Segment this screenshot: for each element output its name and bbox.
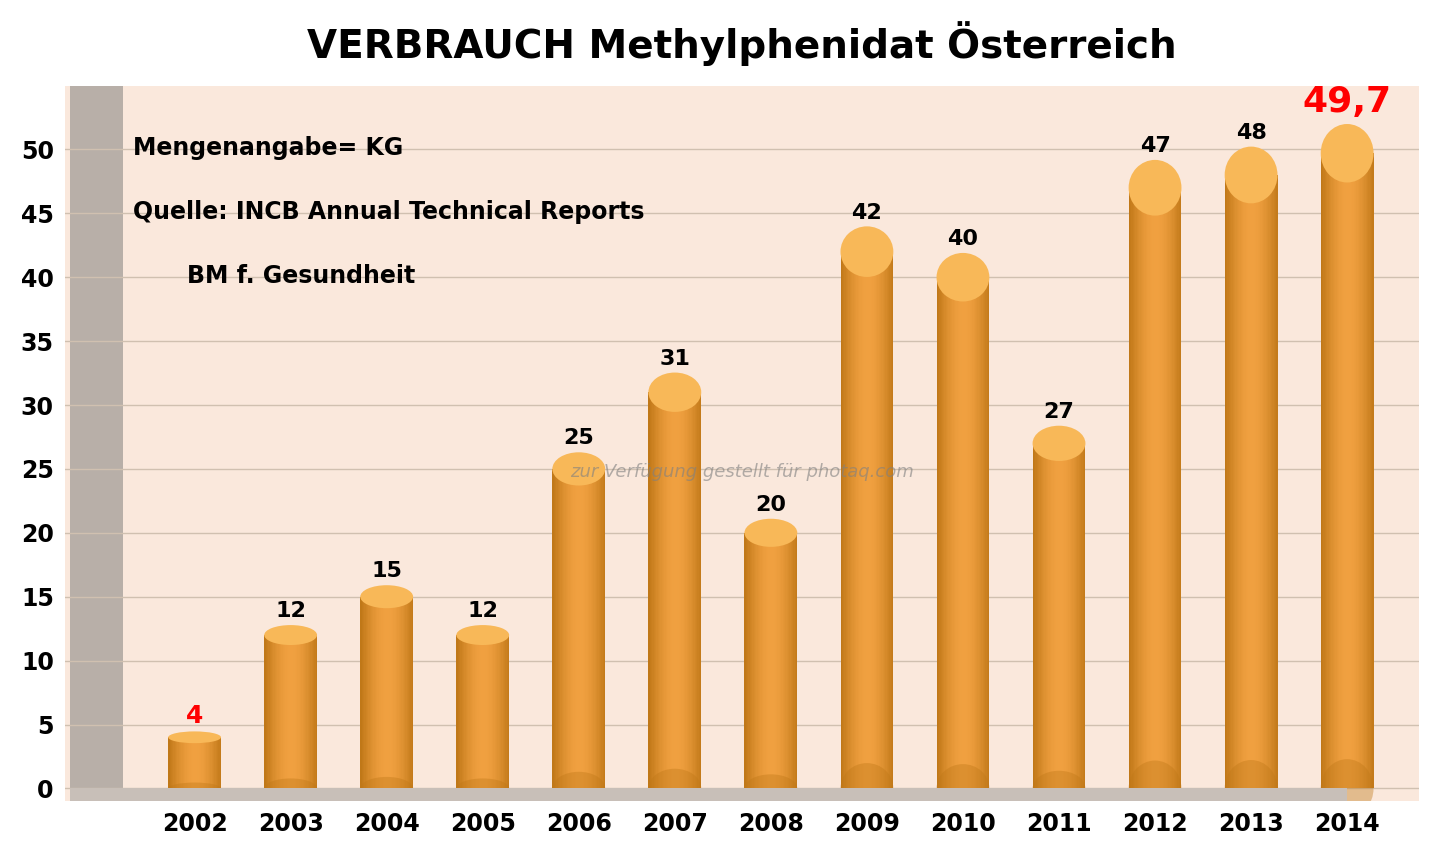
Ellipse shape [360, 585, 413, 608]
Ellipse shape [456, 778, 510, 799]
Ellipse shape [841, 763, 893, 813]
Ellipse shape [744, 775, 798, 802]
Ellipse shape [648, 373, 701, 412]
Text: Quelle: INCB Annual Technical Reports: Quelle: INCB Annual Technical Reports [132, 200, 644, 224]
Ellipse shape [1129, 760, 1181, 816]
Bar [69, 788, 1348, 801]
Ellipse shape [456, 625, 510, 645]
Text: 25: 25 [563, 428, 595, 448]
Ellipse shape [1032, 770, 1086, 806]
Ellipse shape [168, 731, 220, 743]
Text: zur Verfügung gestellt für photaq.com: zur Verfügung gestellt für photaq.com [570, 463, 914, 481]
Text: 42: 42 [851, 202, 883, 223]
Text: 31: 31 [660, 349, 690, 369]
Ellipse shape [264, 625, 317, 645]
Ellipse shape [1320, 759, 1374, 818]
Text: BM f. Gesundheit: BM f. Gesundheit [187, 265, 415, 289]
Ellipse shape [360, 777, 413, 800]
Text: Mengenangabe= KG: Mengenangabe= KG [132, 135, 403, 159]
Ellipse shape [1032, 426, 1086, 461]
Ellipse shape [744, 518, 798, 547]
Text: 20: 20 [756, 494, 786, 515]
Ellipse shape [553, 772, 605, 805]
Ellipse shape [841, 226, 893, 277]
Ellipse shape [1224, 147, 1277, 203]
Ellipse shape [936, 253, 989, 302]
Title: VERBRAUCH Methylphenidat Österreich: VERBRAUCH Methylphenidat Österreich [307, 21, 1176, 66]
Text: 49,7: 49,7 [1303, 85, 1391, 119]
Ellipse shape [648, 769, 701, 808]
Text: 48: 48 [1236, 123, 1267, 143]
Ellipse shape [1320, 124, 1374, 183]
Text: 4: 4 [186, 704, 203, 728]
Ellipse shape [1224, 760, 1277, 817]
Ellipse shape [168, 782, 220, 794]
Ellipse shape [936, 764, 989, 812]
Ellipse shape [553, 452, 605, 486]
Text: 15: 15 [372, 561, 402, 581]
Text: 12: 12 [275, 602, 307, 621]
Text: 40: 40 [948, 229, 978, 249]
Text: 12: 12 [468, 602, 498, 621]
Ellipse shape [264, 778, 317, 799]
Ellipse shape [1129, 160, 1181, 216]
Text: 27: 27 [1044, 402, 1074, 422]
Text: 47: 47 [1139, 136, 1171, 156]
Bar [69, 86, 122, 788]
